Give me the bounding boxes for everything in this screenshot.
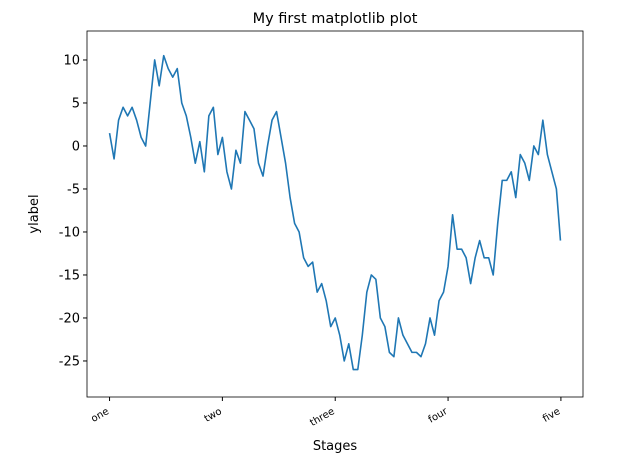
y-tick-label: 5 — [72, 96, 80, 111]
y-axis-label: ylabel — [27, 194, 42, 233]
y-tick-label: 0 — [72, 139, 80, 154]
y-tick-label: -10 — [59, 225, 80, 240]
y-tick-label: -25 — [59, 354, 80, 369]
plot-frame — [86, 30, 584, 398]
y-tick-label: -5 — [67, 182, 80, 197]
y-tick-label: -20 — [59, 311, 80, 326]
x-axis-label: Stages — [313, 439, 358, 454]
line-series — [108, 54, 562, 371]
y-tick-label: -15 — [59, 268, 80, 283]
chart-title: My first matplotlib plot — [253, 11, 418, 27]
y-tick-label: 10 — [63, 53, 80, 68]
